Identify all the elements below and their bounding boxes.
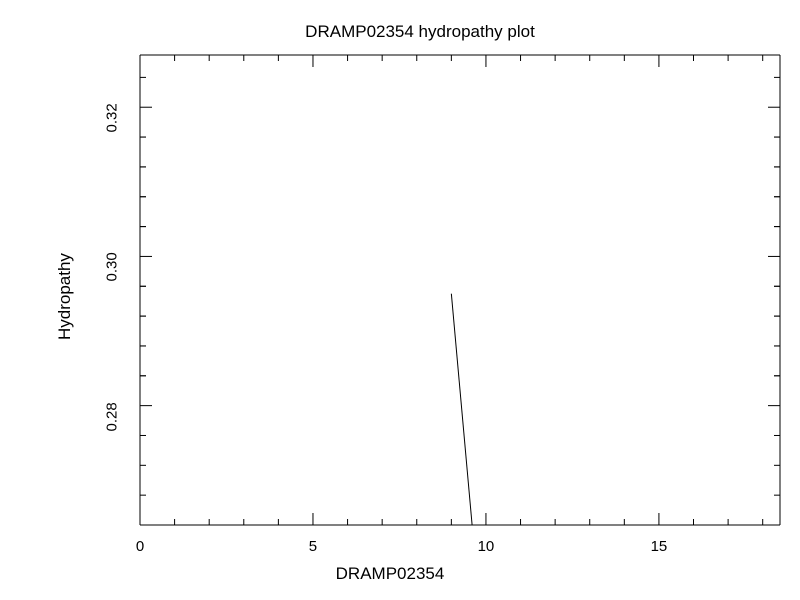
- y-tick-label: 0.32: [104, 83, 121, 133]
- x-tick-label: 10: [461, 538, 511, 555]
- x-tick-label: 0: [115, 538, 165, 555]
- y-tick-label: 0.28: [104, 381, 121, 431]
- data-line: [451, 294, 472, 525]
- x-tick-label: 15: [634, 538, 684, 555]
- x-tick-label: 5: [288, 538, 338, 555]
- y-tick-label: 0.30: [104, 232, 121, 282]
- chart-container: DRAMP02354 hydropathy plot Hydropathy DR…: [0, 0, 800, 600]
